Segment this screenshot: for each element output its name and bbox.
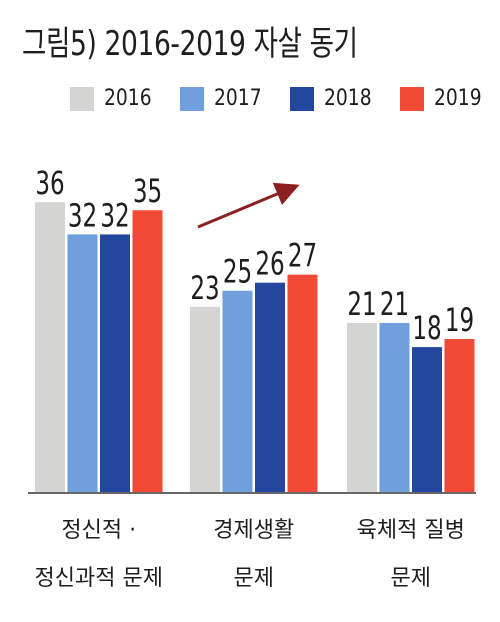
legend-item-2019: 2019 (400, 86, 490, 111)
legend: 2016 2017 2018 2019 (70, 86, 500, 111)
category-label-1-line-1: 정신적 · (61, 518, 136, 543)
legend-swatch-2018 (290, 86, 314, 111)
bar-2019-group-1 (132, 210, 163, 492)
bar-2018-group-2 (255, 282, 285, 492)
category-label-3-line-2: 문제 (391, 566, 431, 591)
legend-label-2019: 2019 (434, 86, 482, 111)
bar-2017-group-3 (379, 322, 410, 492)
value-label-2018-group-2: 26 (255, 245, 284, 283)
bar-2019-group-3 (444, 339, 475, 492)
category-label-2-line-1: 경제생활 (213, 518, 294, 543)
bar-2016-group-3 (347, 322, 377, 492)
bar-2018-group-3 (412, 347, 442, 492)
bar-2018-group-1 (100, 234, 130, 492)
legend-item-2017: 2017 (180, 86, 270, 111)
bar-2016-group-2 (190, 306, 220, 492)
value-label-2017-group-3: 21 (380, 285, 409, 323)
category-label-3-line-1: 육체적 질병 (357, 518, 465, 543)
legend-swatch-2017 (180, 86, 204, 111)
bar-2019-group-2 (287, 274, 318, 492)
value-label-2019-group-2: 27 (288, 237, 317, 275)
legend-item-2018: 2018 (290, 86, 380, 111)
bar-2017-group-2 (222, 290, 253, 492)
value-label-2016-group-1: 36 (35, 164, 64, 202)
value-label-2018-group-1: 32 (100, 197, 129, 235)
value-label-2019-group-1: 35 (133, 172, 162, 210)
category-label-2-line-2: 문제 (234, 566, 274, 591)
legend-label-2016: 2016 (104, 86, 152, 111)
bar-2017-group-1 (67, 234, 98, 492)
category-label-1-line-2: 정신과적 문제 (35, 566, 163, 591)
legend-swatch-2016 (70, 86, 94, 111)
value-label-2016-group-2: 23 (190, 269, 219, 307)
bar-2016-group-1 (35, 202, 65, 492)
legend-label-2018: 2018 (324, 86, 372, 111)
value-label-2017-group-1: 32 (68, 197, 97, 235)
legend-label-2017: 2017 (214, 86, 262, 111)
chart-title: 그림5) 2016-2019 자살 동기 (22, 24, 358, 64)
legend-swatch-2019 (400, 86, 424, 111)
legend-item-2016: 2016 (70, 86, 160, 111)
value-label-2016-group-3: 21 (347, 285, 376, 323)
value-label-2019-group-3: 19 (445, 301, 474, 339)
value-label-2017-group-2: 25 (223, 253, 252, 291)
value-label-2018-group-3: 18 (412, 309, 441, 347)
trend-arrow (197, 182, 300, 229)
